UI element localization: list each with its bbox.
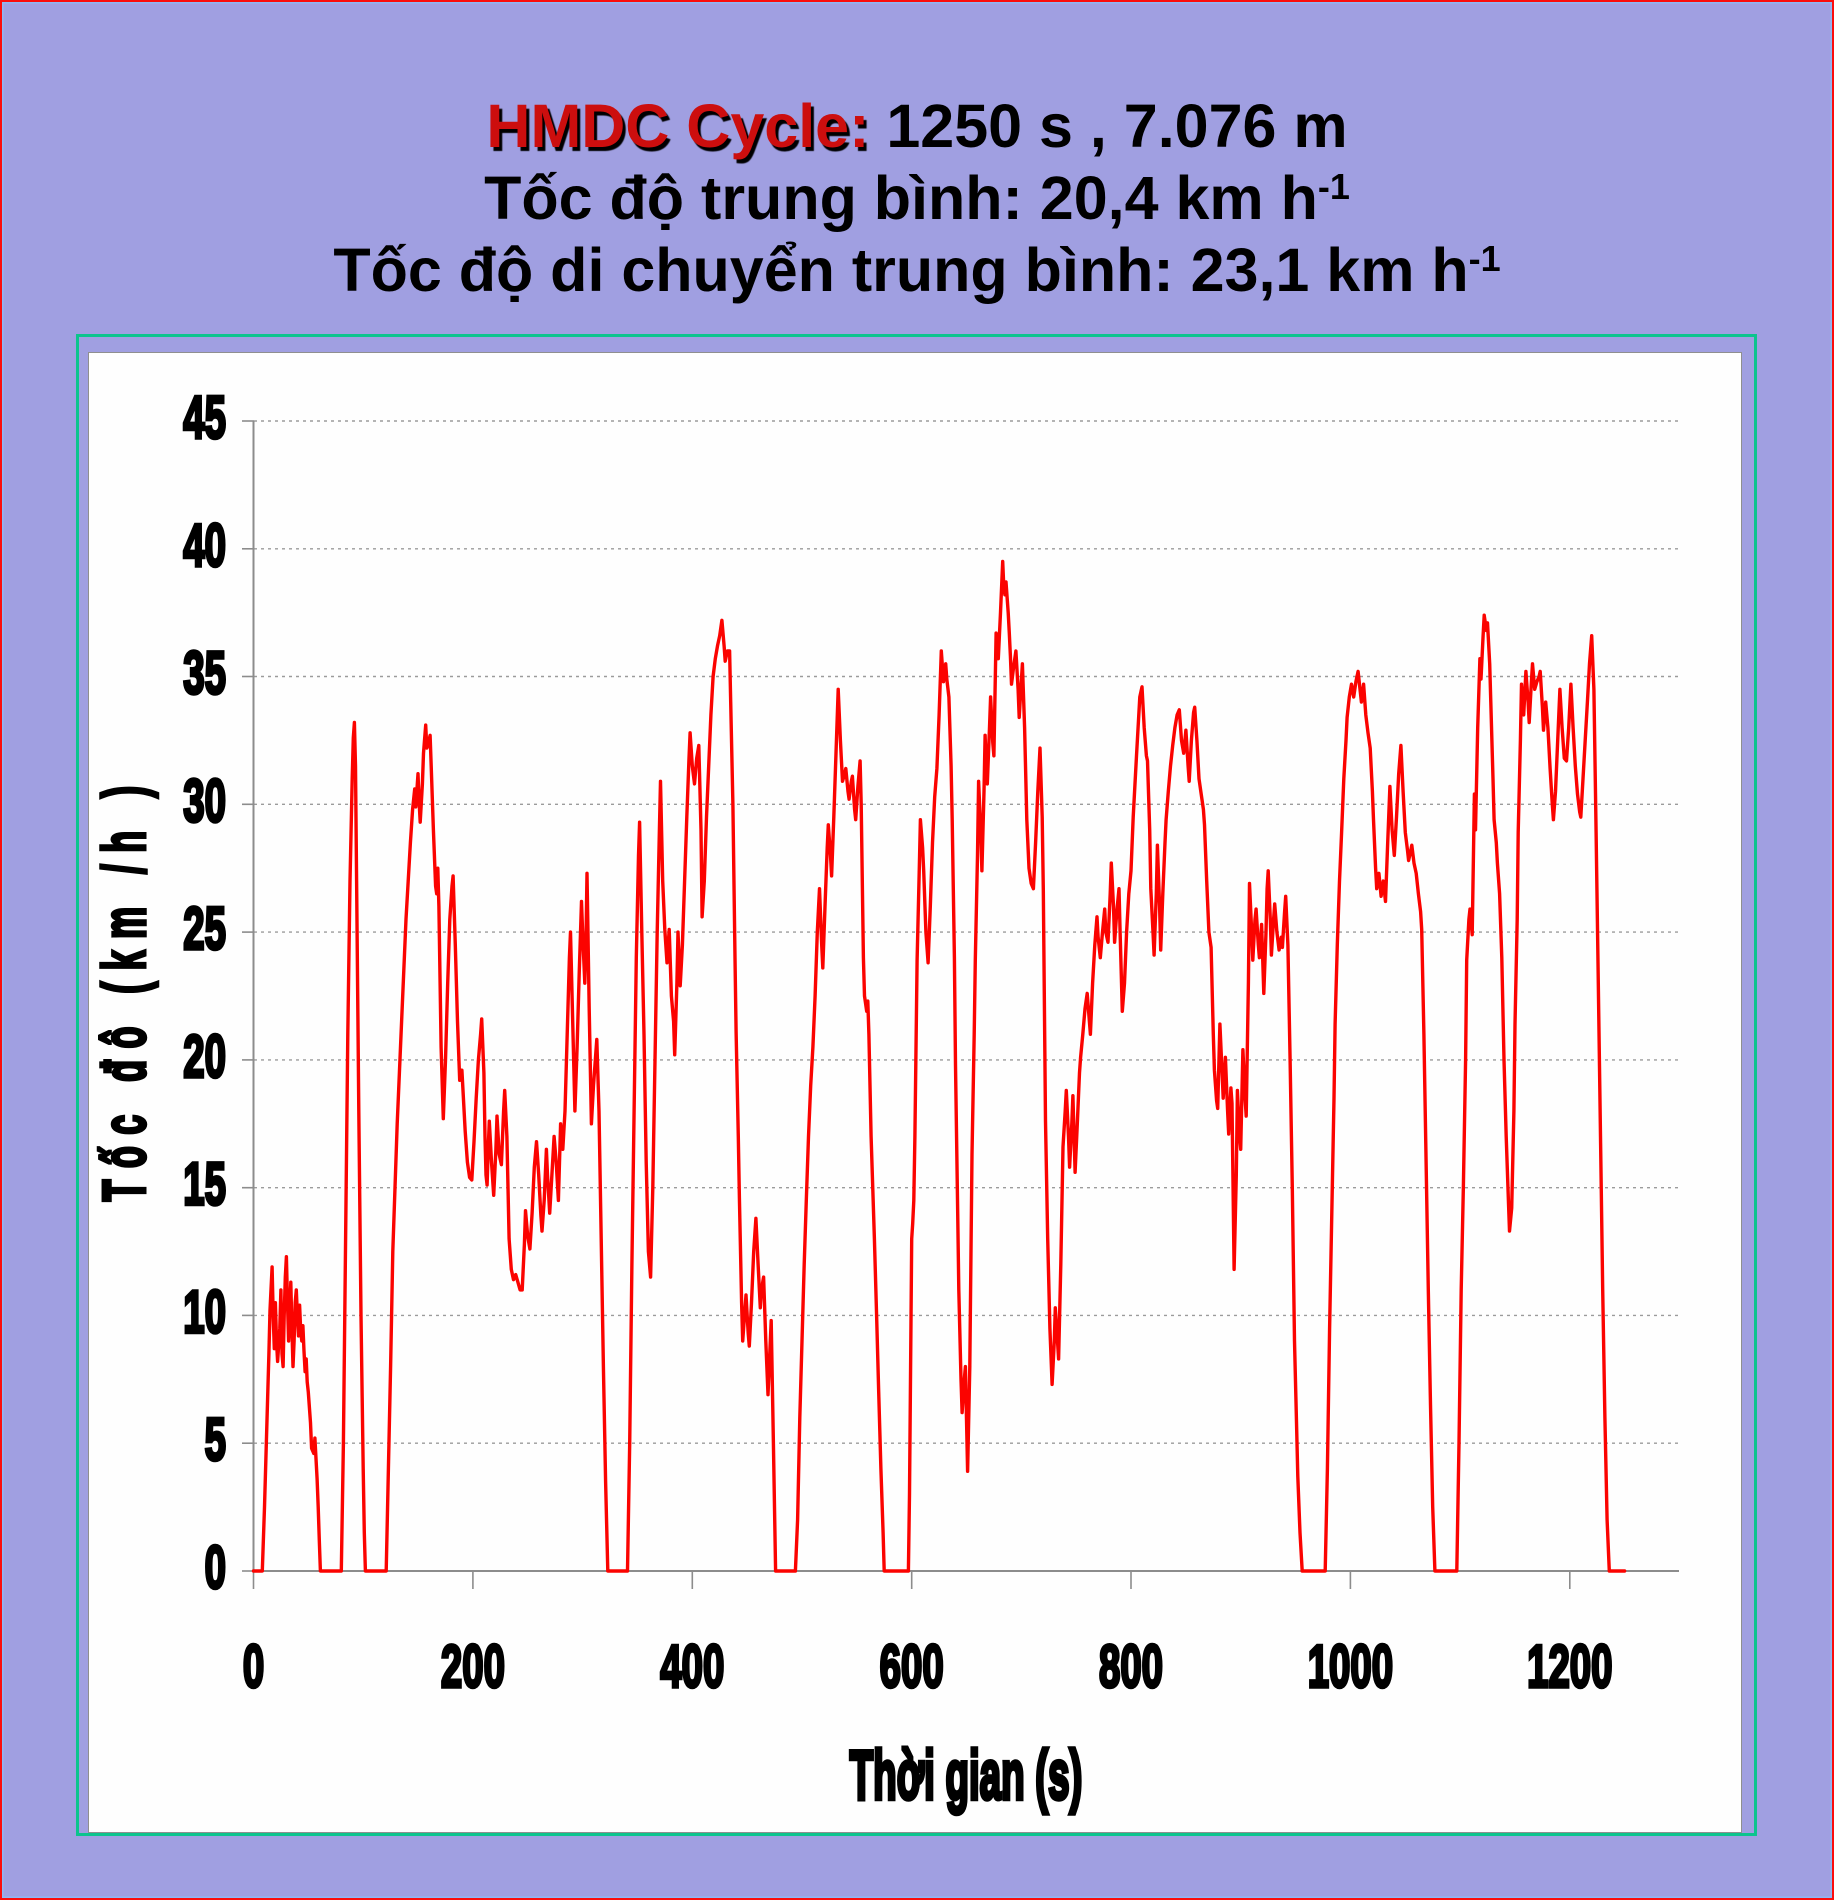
svg-text:1200: 1200: [1527, 1632, 1612, 1700]
svg-text:0: 0: [243, 1632, 264, 1700]
svg-text:40: 40: [183, 511, 226, 579]
svg-text:1000: 1000: [1308, 1632, 1393, 1700]
svg-text:5: 5: [205, 1405, 226, 1473]
svg-text:15: 15: [183, 1150, 226, 1218]
svg-text:30: 30: [183, 767, 226, 835]
svg-text:600: 600: [880, 1632, 944, 1700]
svg-text:200: 200: [441, 1632, 505, 1700]
svg-text:Thời gian (s): Thời gian (s): [850, 1736, 1083, 1814]
svg-text:25: 25: [183, 894, 226, 962]
svg-text:45: 45: [183, 383, 226, 451]
svg-text:10: 10: [183, 1278, 226, 1346]
svg-text:800: 800: [1099, 1632, 1163, 1700]
svg-text:0: 0: [205, 1533, 226, 1601]
svg-text:20: 20: [183, 1022, 226, 1090]
svg-text:400: 400: [660, 1632, 724, 1700]
svg-text:Tốc đô (km /h ): Tốc đô (km /h ): [92, 775, 159, 1202]
svg-text:35: 35: [183, 639, 226, 707]
